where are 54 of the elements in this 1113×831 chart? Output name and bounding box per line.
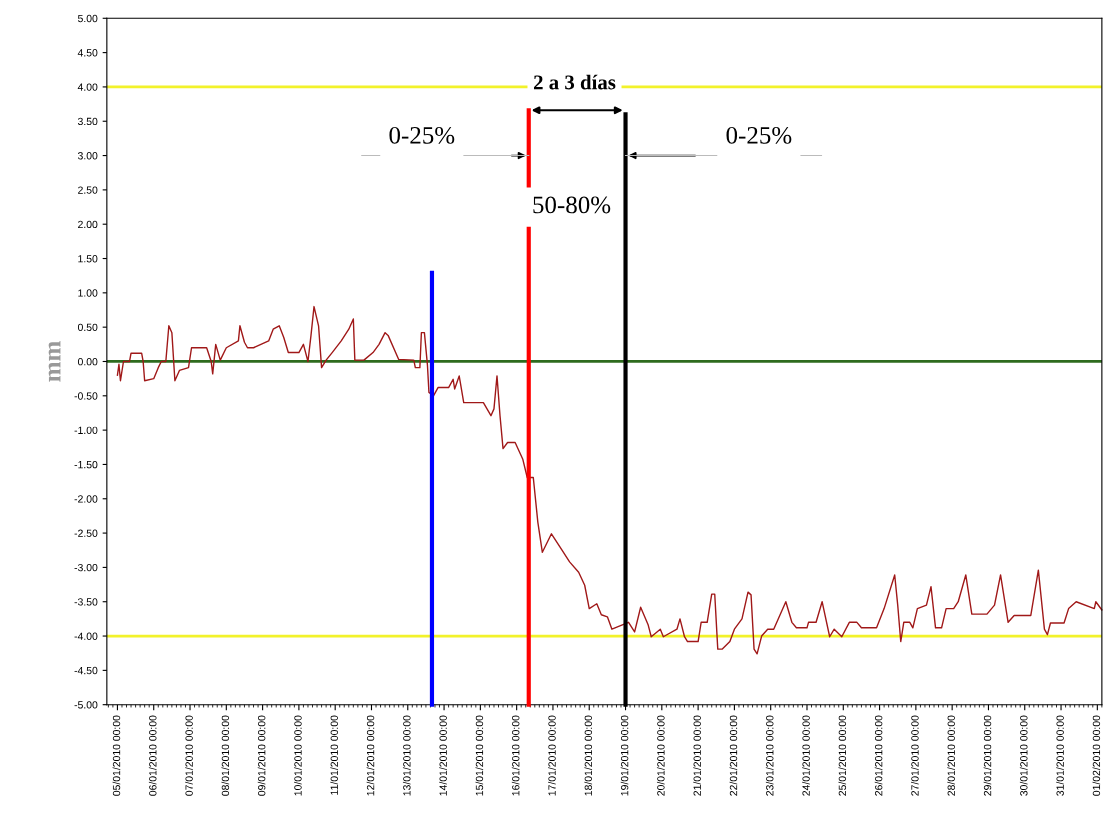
x-tick-label: 31/01/2010 00:00 — [1056, 715, 1064, 796]
y-tick-label: 2.00 — [78, 220, 98, 229]
annotation: 50-80% — [533, 196, 611, 214]
annotation: 0-25% — [389, 126, 455, 144]
y-tick-label: 4.00 — [77, 83, 98, 91]
y-tick-label: -3.50 — [74, 598, 98, 606]
y-tick-label: -1.00 — [74, 426, 98, 434]
x-tick-label: 18/01/2010 00:00 — [584, 715, 593, 796]
y-tick-label: -3.00 — [74, 563, 98, 572]
x-tick-label: 10/01/2010 00:00 — [294, 715, 302, 796]
y-tick-label: -5.00 — [74, 701, 98, 709]
y-tick-label: -0.50 — [74, 392, 98, 400]
y-tick-label: -2.50 — [74, 529, 98, 537]
x-tick-label: 05/01/2010 00:00 — [112, 715, 121, 796]
y-tick-label: 0.50 — [77, 323, 98, 332]
x-tick-label: 09/01/2010 00:00 — [257, 715, 266, 796]
x-tick-label: 08/01/2010 00:00 — [221, 715, 230, 796]
x-tick-label: 22/01/2010 00:00 — [729, 715, 738, 796]
x-tick-label: 25/01/2010 00:00 — [838, 715, 847, 796]
y-tick-label: -4.50 — [74, 666, 98, 675]
x-tick-label: 14/01/2010 00:00 — [439, 715, 447, 796]
x-tick-label: 17/01/2010 00:00 — [548, 715, 556, 796]
y-tick-label: 1.50 — [78, 255, 98, 263]
y-tick-label: 3.00 — [77, 152, 98, 160]
x-tick-label: 19/01/2010 00:00 — [620, 715, 629, 796]
x-tick-label: 23/01/2010 00:00 — [765, 715, 774, 796]
y-tick-label: 1.00 — [78, 289, 98, 297]
x-tick-label: 24/01/2010 00:00 — [802, 715, 810, 796]
annotation: 2 a 3 días — [534, 74, 616, 90]
x-tick-label: 27/01/2010 00:00 — [911, 715, 919, 796]
x-tick-label: 06/01/2010 00:00 — [148, 715, 157, 796]
x-tick-label: 11/01/2010 00:00 — [330, 715, 338, 795]
x-tick-label: 20/01/2010 00:00 — [656, 715, 665, 796]
x-tick-label: 16/01/2010 00:00 — [511, 715, 520, 796]
x-tick-label: 15/01/2010 00:00 — [475, 715, 484, 796]
y-tick-label: -2.00 — [74, 495, 98, 503]
x-tick-label: 01/02/2010 00:00 — [1092, 715, 1101, 796]
x-tick-label: 12/01/2010 00:00 — [366, 715, 375, 796]
x-tick-label: 07/01/2010 00:00 — [185, 715, 193, 796]
annotation: 0-25% — [726, 126, 792, 144]
y-axis-title: mm — [48, 341, 61, 382]
x-tick-label: 21/01/2010 00:00 — [693, 715, 701, 796]
x-tick-label: 26/01/2010 00:00 — [874, 715, 883, 796]
x-tick-label: 13/01/2010 00:00 — [402, 715, 411, 796]
x-tick-label: 30/01/2010 00:00 — [1019, 715, 1028, 796]
y-tick-label: 0.00 — [77, 357, 98, 366]
y-tick-label: -1.50 — [74, 460, 98, 469]
y-tick-label: 3.50 — [77, 117, 98, 126]
y-tick-label: 2.50 — [78, 186, 98, 194]
y-tick-label: -4.00 — [74, 632, 98, 640]
x-tick-label: 28/01/2010 00:00 — [947, 715, 955, 796]
y-tick-label: 5.00 — [77, 14, 98, 23]
y-tick-label: 4.50 — [77, 49, 98, 57]
x-tick-label: 29/01/2010 00:00 — [983, 715, 992, 796]
